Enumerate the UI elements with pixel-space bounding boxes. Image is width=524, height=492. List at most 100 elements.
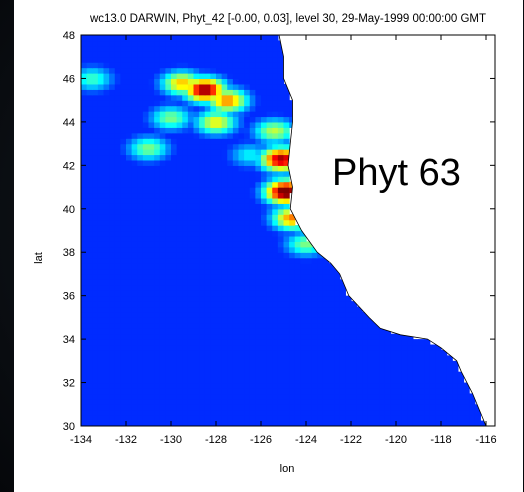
heatmap-cell — [176, 51, 183, 58]
heatmap-cell — [289, 317, 296, 324]
heatmap-cell — [345, 339, 352, 346]
heatmap-cell — [103, 208, 110, 215]
heatmap-cell — [86, 360, 93, 367]
heatmap-cell — [109, 132, 116, 139]
heatmap-cell — [193, 393, 200, 400]
heatmap-cell — [154, 355, 161, 362]
heatmap-cell — [204, 273, 211, 280]
heatmap-cell — [154, 295, 161, 302]
heatmap-cell — [227, 241, 234, 248]
land-area — [279, 35, 495, 426]
heatmap-cell — [187, 404, 195, 411]
heatmap-cell — [255, 197, 262, 204]
heatmap-cell — [373, 420, 380, 426]
heatmap-cell — [193, 279, 200, 286]
heatmap-cell — [182, 290, 189, 297]
heatmap-cell — [154, 116, 161, 123]
heatmap-cell — [199, 235, 206, 242]
heatmap-cell — [126, 317, 133, 324]
heatmap-cell — [210, 176, 217, 183]
heatmap-cell — [244, 45, 251, 52]
heatmap-cell — [345, 393, 352, 400]
heatmap-cell — [120, 311, 127, 318]
heatmap-cell — [249, 273, 256, 280]
heatmap-cell — [429, 366, 436, 373]
heatmap-cell — [182, 197, 189, 204]
heatmap-cell — [199, 279, 206, 286]
heatmap-cell — [142, 382, 150, 389]
heatmap-cell — [232, 382, 240, 389]
heatmap-cell — [306, 328, 313, 335]
heatmap-cell — [418, 360, 425, 367]
heatmap-cell — [97, 138, 105, 145]
heatmap-cell — [187, 415, 195, 422]
y-tick-label: 36 — [63, 291, 75, 303]
heatmap-cell — [137, 159, 144, 166]
heatmap-cell — [216, 360, 223, 367]
heatmap-cell — [137, 246, 144, 253]
heatmap-cell — [126, 355, 133, 362]
heatmap-cell — [137, 51, 144, 58]
heatmap-cell — [216, 100, 223, 107]
heatmap-cell — [159, 409, 166, 416]
heatmap-cell — [199, 252, 206, 259]
heatmap-cell — [92, 73, 99, 80]
heatmap-cell — [126, 328, 133, 335]
heatmap-cell — [165, 67, 172, 74]
heatmap-cell — [81, 208, 88, 215]
heatmap-cell — [182, 138, 189, 145]
heatmap-cell — [159, 393, 166, 400]
heatmap-cell — [159, 322, 166, 329]
heatmap-cell — [216, 349, 223, 356]
heatmap-cell — [216, 170, 223, 177]
chart-title: wc13.0 DARWIN, Phyt_42 [-0.00, 0.03], le… — [89, 13, 486, 25]
heatmap-cell — [249, 94, 256, 101]
heatmap-cell — [120, 83, 127, 90]
heatmap-cell — [221, 415, 228, 422]
heatmap-cell — [199, 170, 206, 177]
heatmap-cell — [81, 89, 88, 96]
heatmap-cell — [238, 67, 245, 74]
heatmap-cell — [339, 371, 346, 378]
heatmap-cell — [272, 192, 279, 199]
heatmap-cell — [362, 377, 369, 384]
heatmap-cell — [171, 295, 178, 302]
heatmap-cell — [176, 290, 183, 297]
heatmap-cell — [86, 51, 93, 58]
heatmap-cell — [193, 333, 200, 340]
heatmap-cell — [283, 409, 290, 416]
heatmap-cell — [142, 339, 150, 346]
heatmap-cell — [311, 268, 318, 275]
heatmap-cell — [92, 100, 99, 107]
heatmap-cell — [289, 328, 296, 335]
heatmap-cell — [249, 311, 256, 318]
heatmap-cell — [367, 317, 375, 324]
heatmap-cell — [244, 230, 251, 237]
heatmap-cell — [232, 94, 240, 101]
heatmap-cell — [227, 100, 234, 107]
heatmap-cell — [142, 273, 150, 280]
heatmap-cell — [103, 333, 110, 340]
heatmap-cell — [193, 284, 200, 291]
heatmap-cell — [199, 241, 206, 248]
heatmap-cell — [429, 382, 436, 389]
heatmap-cell — [109, 268, 116, 275]
heatmap-cell — [148, 165, 155, 172]
heatmap-cell — [266, 187, 273, 194]
heatmap-cell — [109, 252, 116, 259]
heatmap-cell — [244, 214, 251, 221]
heatmap-cell — [109, 154, 116, 161]
heatmap-cell — [97, 143, 105, 150]
heatmap-cell — [300, 409, 307, 416]
heatmap-cell — [114, 67, 121, 74]
heatmap-cell — [283, 154, 290, 161]
heatmap-cell — [199, 328, 206, 335]
heatmap-cell — [210, 100, 217, 107]
heatmap-cell — [210, 116, 217, 123]
heatmap-cell — [171, 35, 178, 42]
heatmap-cell — [131, 328, 138, 335]
heatmap-cell — [86, 170, 93, 177]
heatmap-cell — [92, 219, 99, 226]
heatmap-cell — [92, 192, 99, 199]
heatmap-cell — [221, 230, 228, 237]
